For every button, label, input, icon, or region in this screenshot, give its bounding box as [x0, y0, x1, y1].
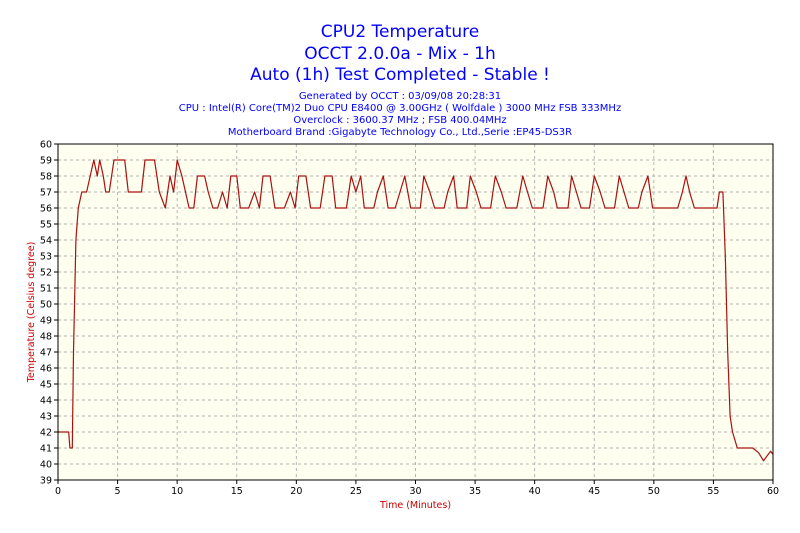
chart-subtitle-status: Auto (1h) Test Completed - Stable !	[250, 65, 550, 85]
plot-border	[57, 143, 774, 481]
y-axis-ticks: 39 40 41 42 43 44 45 46 47 48 49 50 51 52 53 54 55 56 57 58…	[40, 140, 58, 487]
y-tick-label: 53	[40, 252, 52, 263]
y-tick-label: 52	[40, 268, 52, 279]
x-tick-label: 35	[469, 486, 481, 497]
info-cpu: CPU : Intel(R) Core(TM)2 Duo CPU E8400 @…	[178, 103, 622, 114]
y-tick-label: 51	[40, 284, 52, 295]
y-tick-label: 55	[40, 220, 52, 231]
x-tick-label: 60	[767, 486, 779, 497]
y-tick-label: 46	[40, 364, 52, 375]
y-tick-label: 48	[40, 332, 52, 343]
x-tick-label: 15	[231, 486, 243, 497]
chart-subtitle-test: OCCT 2.0.0a - Mix - 1h	[304, 44, 496, 64]
y-tick-label: 50	[40, 300, 52, 311]
y-tick-label: 56	[40, 204, 52, 215]
y-tick-label: 47	[40, 348, 52, 359]
x-axis-label: Time (Minutes)	[379, 500, 451, 511]
x-tick-label: 45	[588, 486, 600, 497]
x-tick-label: 50	[648, 486, 660, 497]
x-tick-label: 40	[529, 486, 541, 497]
x-tick-label: 20	[290, 486, 302, 497]
y-tick-label: 49	[40, 316, 52, 327]
y-tick-label: 60	[40, 140, 52, 151]
y-tick-label: 59	[40, 156, 52, 167]
x-tick-label: 30	[409, 486, 421, 497]
y-tick-label: 41	[40, 444, 52, 455]
x-tick-label: 55	[707, 486, 719, 497]
y-tick-label: 39	[40, 476, 52, 487]
x-tick-label: 10	[171, 486, 183, 497]
y-axis-label: Temperature (Celsius degree)	[26, 242, 37, 384]
x-tick-label: 5	[115, 486, 121, 497]
x-tick-label: 0	[55, 486, 61, 497]
y-tick-label: 57	[40, 188, 52, 199]
x-tick-label: 25	[350, 486, 362, 497]
info-generated: Generated by OCCT : 03/09/08 20:28:31	[298, 91, 502, 102]
y-tick-label: 42	[40, 428, 52, 439]
series-line	[58, 159, 774, 462]
x-axis-ticks: 0 5 10 15 20 25 30 35 40 45 50 55 60	[55, 480, 779, 497]
info-motherboard: Motherboard Brand :Gigabyte Technology C…	[227, 127, 573, 138]
y-tick-label: 45	[40, 380, 52, 391]
y-tick-label: 40	[40, 460, 52, 471]
chart-title: CPU2 Temperature	[320, 22, 480, 42]
y-tick-label: 58	[40, 172, 52, 183]
y-tick-label: 44	[40, 396, 52, 407]
y-tick-label: 54	[40, 236, 52, 247]
info-overclock: Overclock : 3600.37 MHz ; FSB 400.04MHz	[293, 115, 507, 126]
y-tick-label: 43	[40, 412, 52, 423]
